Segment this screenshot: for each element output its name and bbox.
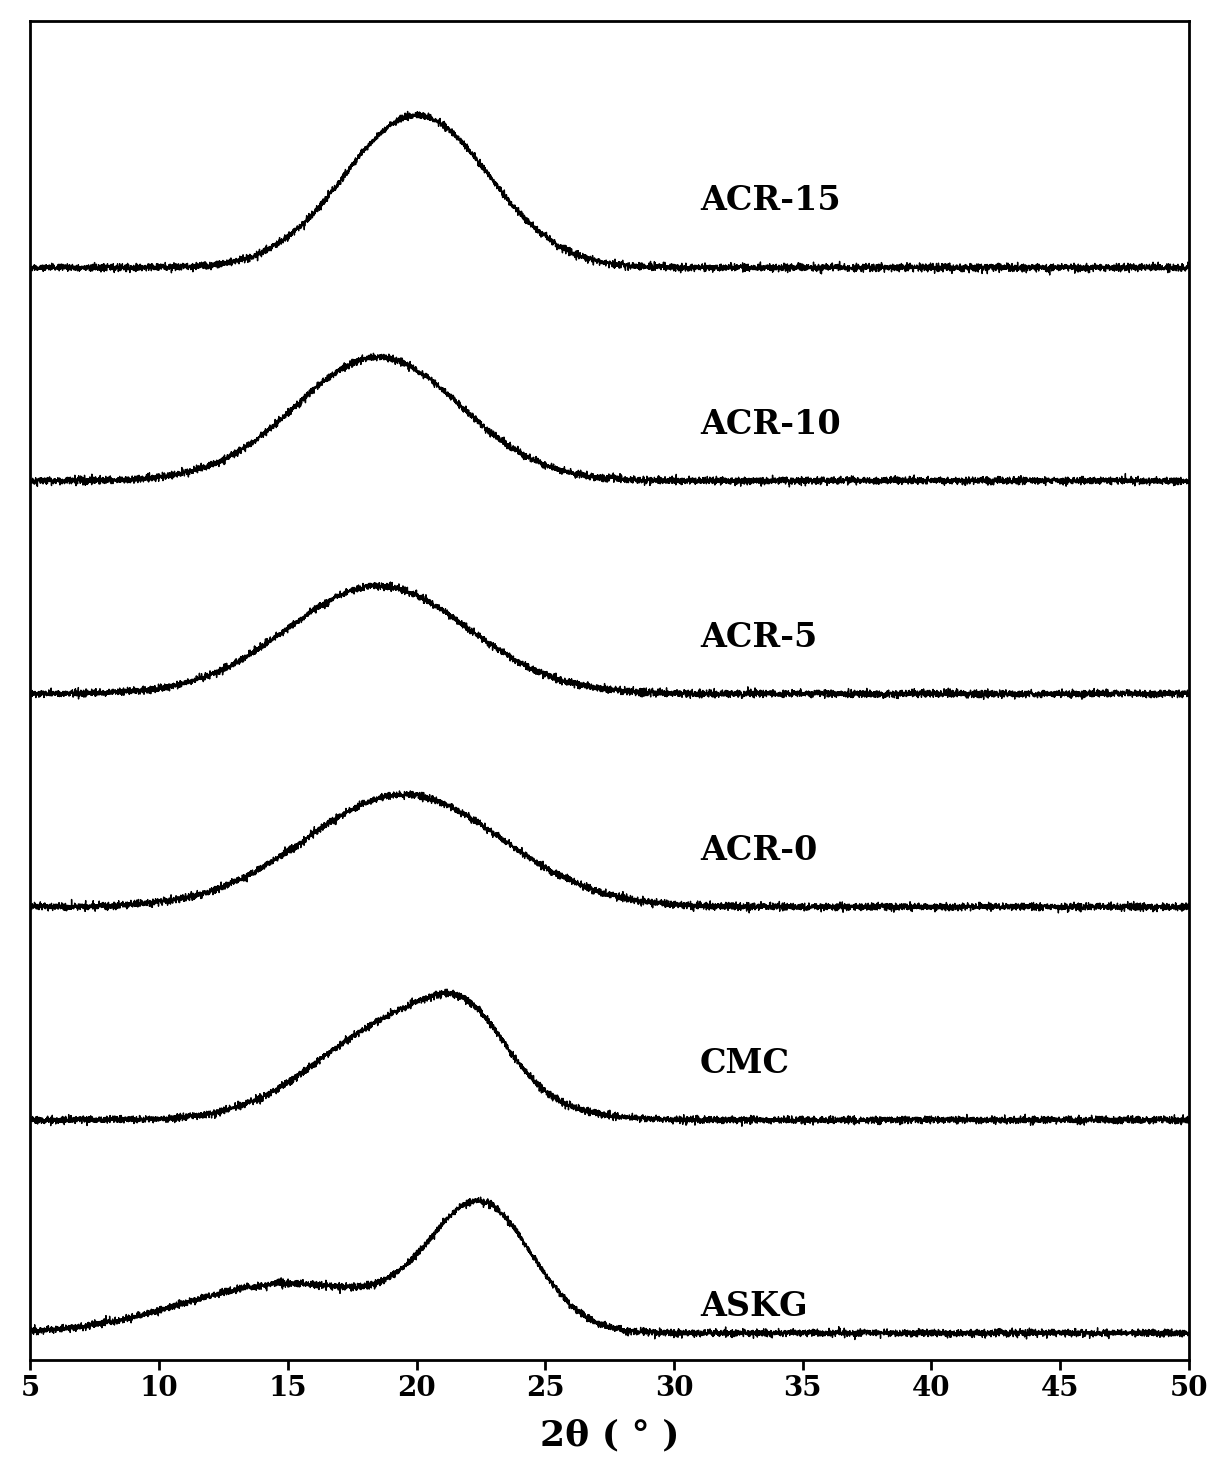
X-axis label: 2θ ( ° ): 2θ ( ° )	[540, 1418, 680, 1452]
Text: ACR-10: ACR-10	[699, 408, 841, 440]
Text: CMC: CMC	[699, 1047, 790, 1080]
Text: ACR-5: ACR-5	[699, 622, 817, 654]
Text: ACR-0: ACR-0	[699, 834, 817, 868]
Text: ACR-15: ACR-15	[699, 184, 841, 217]
Text: ASKG: ASKG	[699, 1289, 807, 1323]
